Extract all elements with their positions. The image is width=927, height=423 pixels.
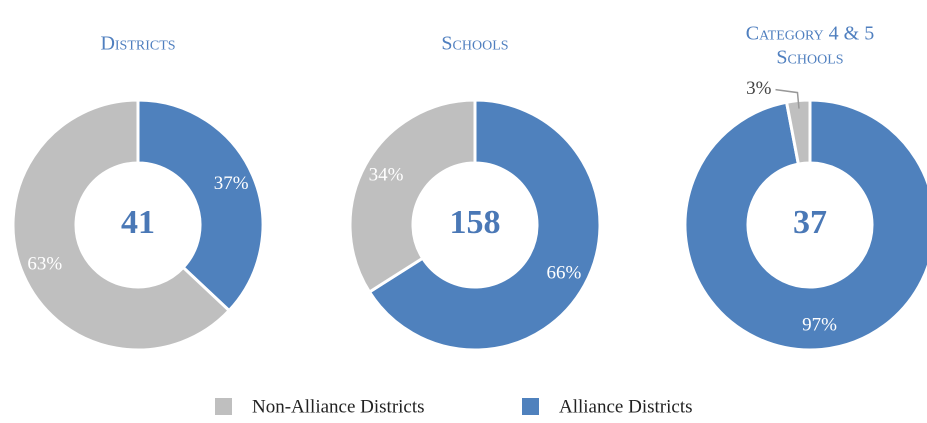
value-label: 37%	[214, 173, 249, 194]
center-label: 37	[793, 204, 827, 241]
legend-swatch	[522, 398, 539, 415]
value-label: 3%	[746, 78, 772, 99]
chart-title: Districts	[100, 33, 175, 55]
value-label: 34%	[369, 164, 404, 185]
donut-slice	[784, 98, 812, 166]
donut-slice	[367, 98, 602, 352]
value-label: 66%	[547, 262, 582, 283]
legend-label: Non-Alliance Districts	[252, 396, 425, 417]
chart-title: Category 4 & 5	[746, 23, 874, 45]
center-label: 158	[450, 204, 501, 241]
donut-slice	[348, 98, 477, 295]
legend-swatch	[215, 398, 232, 415]
leader-line	[775, 88, 800, 109]
value-label: 63%	[27, 254, 62, 275]
legend-label: Alliance Districts	[559, 396, 693, 417]
donut-slice	[11, 98, 232, 352]
value-label: 97%	[802, 314, 837, 335]
center-label: 41	[121, 204, 155, 241]
chart-title: Schools	[441, 33, 508, 55]
chart-title: Schools	[776, 47, 843, 69]
donut-slice	[136, 98, 265, 313]
donut-slice	[683, 98, 927, 352]
